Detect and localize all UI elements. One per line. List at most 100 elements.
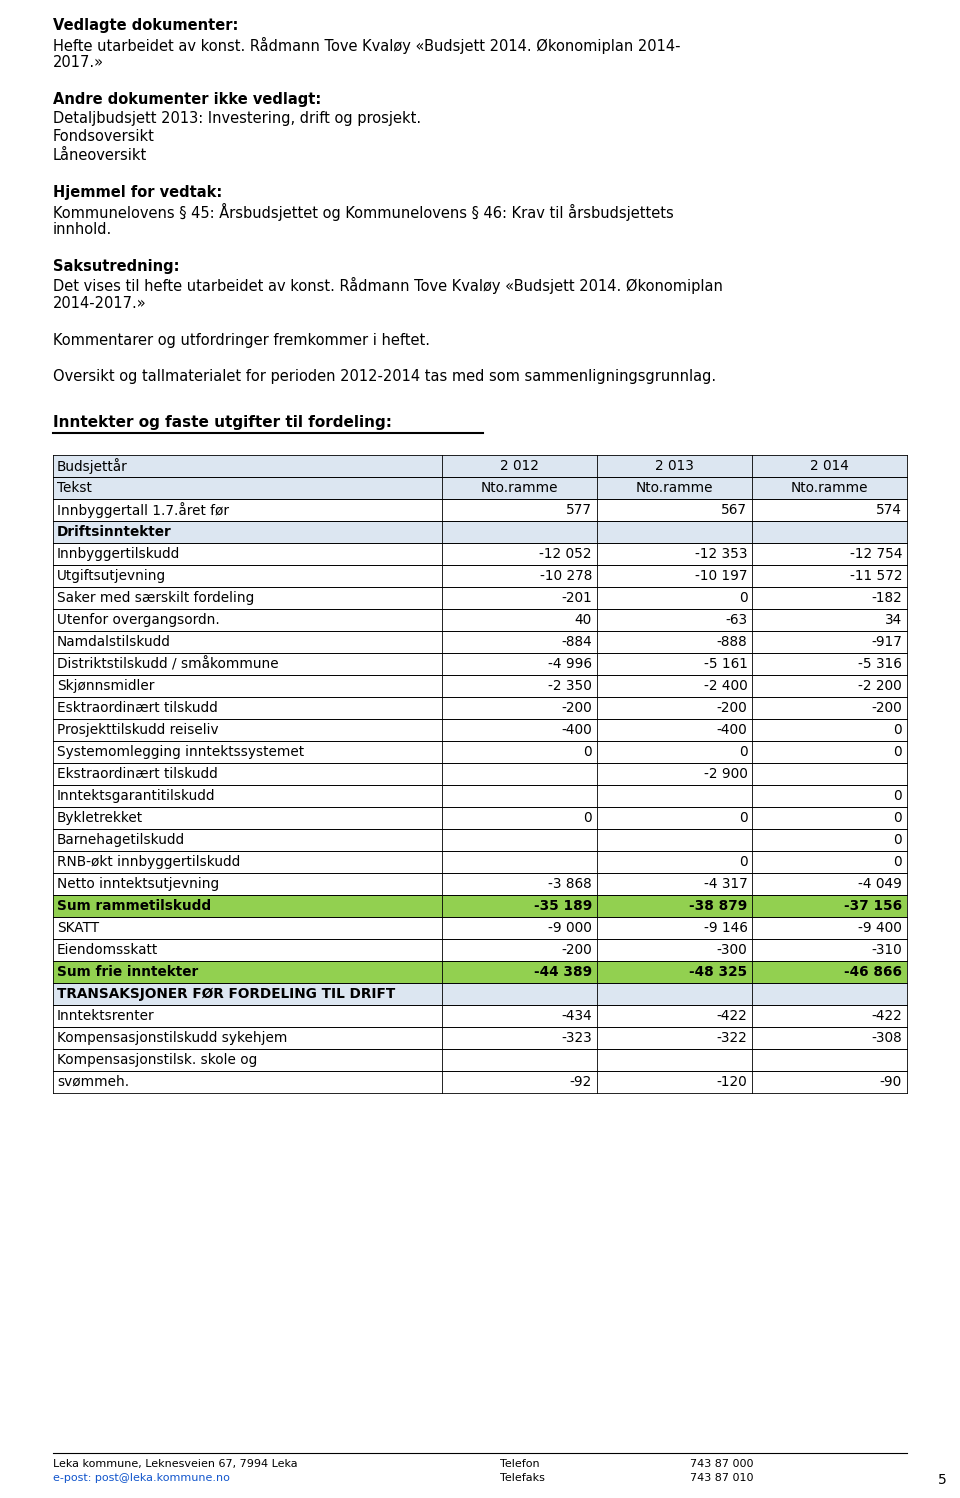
Text: -300: -300 bbox=[717, 944, 748, 957]
Text: Kompensasjonstilsk. skole og: Kompensasjonstilsk. skole og bbox=[57, 1053, 257, 1067]
Text: 0: 0 bbox=[739, 810, 748, 825]
Bar bbox=[53, 565, 907, 587]
Text: 0: 0 bbox=[894, 833, 902, 846]
Text: -44 389: -44 389 bbox=[534, 965, 592, 980]
Text: Andre dokumenter ikke vedlagt:: Andre dokumenter ikke vedlagt: bbox=[53, 91, 322, 106]
Text: -37 156: -37 156 bbox=[844, 899, 902, 912]
Text: SKATT: SKATT bbox=[57, 921, 99, 935]
Text: 0: 0 bbox=[739, 855, 748, 869]
Text: -200: -200 bbox=[872, 701, 902, 715]
Bar bbox=[53, 1005, 907, 1028]
Bar bbox=[53, 499, 907, 521]
Bar bbox=[53, 1028, 907, 1049]
Text: -38 879: -38 879 bbox=[689, 899, 748, 912]
Text: Leka kommune, Leknesveien 67, 7994 Leka: Leka kommune, Leknesveien 67, 7994 Leka bbox=[53, 1459, 298, 1470]
Text: innhold.: innhold. bbox=[53, 222, 112, 237]
Text: -182: -182 bbox=[872, 592, 902, 605]
Text: -201: -201 bbox=[562, 592, 592, 605]
Bar bbox=[53, 962, 907, 983]
Text: -10 197: -10 197 bbox=[695, 569, 748, 583]
Text: 2 014: 2 014 bbox=[810, 458, 850, 473]
Text: Inntektsgarantitilskudd: Inntektsgarantitilskudd bbox=[57, 789, 215, 803]
Text: -310: -310 bbox=[872, 944, 902, 957]
Bar bbox=[53, 762, 907, 785]
Text: Fondsoversikt: Fondsoversikt bbox=[53, 129, 155, 144]
Bar bbox=[53, 983, 907, 1005]
Text: Tekst: Tekst bbox=[57, 481, 92, 494]
Text: 5: 5 bbox=[938, 1473, 947, 1488]
Text: Innbyggertilskudd: Innbyggertilskudd bbox=[57, 547, 180, 560]
Text: 0: 0 bbox=[894, 810, 902, 825]
Text: -422: -422 bbox=[717, 1010, 748, 1023]
Text: 577: 577 bbox=[566, 503, 592, 517]
Text: Detaljbudsjett 2013: Investering, drift og prosjekt.: Detaljbudsjett 2013: Investering, drift … bbox=[53, 111, 421, 126]
Text: Hjemmel for vedtak:: Hjemmel for vedtak: bbox=[53, 184, 223, 199]
Text: -323: -323 bbox=[562, 1031, 592, 1046]
Text: 743 87 000: 743 87 000 bbox=[690, 1459, 754, 1470]
Text: Utenfor overgangsordn.: Utenfor overgangsordn. bbox=[57, 613, 220, 628]
Text: Det vises til hefte utarbeidet av konst. Rådmann Tove Kvaløy «Budsjett 2014. Øko: Det vises til hefte utarbeidet av konst.… bbox=[53, 277, 723, 294]
Text: 0: 0 bbox=[739, 745, 748, 759]
Text: Innbyggertall 1.7.året før: Innbyggertall 1.7.året før bbox=[57, 502, 229, 518]
Text: -11 572: -11 572 bbox=[850, 569, 902, 583]
Text: 2 013: 2 013 bbox=[656, 458, 694, 473]
Bar bbox=[53, 476, 907, 499]
Text: -200: -200 bbox=[717, 701, 748, 715]
Text: RNB-økt innbyggertilskudd: RNB-økt innbyggertilskudd bbox=[57, 855, 240, 869]
Text: Sum rammetilskudd: Sum rammetilskudd bbox=[57, 899, 211, 912]
Bar bbox=[53, 894, 907, 917]
Text: svømmeh.: svømmeh. bbox=[57, 1076, 130, 1089]
Bar bbox=[53, 1049, 907, 1071]
Bar bbox=[53, 631, 907, 653]
Text: -4 049: -4 049 bbox=[858, 876, 902, 891]
Bar bbox=[53, 697, 907, 719]
Bar bbox=[53, 455, 907, 476]
Text: 0: 0 bbox=[894, 789, 902, 803]
Bar bbox=[53, 610, 907, 631]
Text: -2 350: -2 350 bbox=[548, 679, 592, 694]
Bar bbox=[53, 521, 907, 542]
Text: -5 316: -5 316 bbox=[858, 658, 902, 671]
Text: -308: -308 bbox=[872, 1031, 902, 1046]
Text: Vedlagte dokumenter:: Vedlagte dokumenter: bbox=[53, 18, 238, 33]
Text: Telefaks: Telefaks bbox=[500, 1473, 545, 1483]
Text: -434: -434 bbox=[562, 1010, 592, 1023]
Text: 743 87 010: 743 87 010 bbox=[690, 1473, 754, 1483]
Text: 0: 0 bbox=[584, 810, 592, 825]
Bar bbox=[53, 653, 907, 676]
Text: Esktraordinært tilskudd: Esktraordinært tilskudd bbox=[57, 701, 218, 715]
Text: 40: 40 bbox=[575, 613, 592, 628]
Text: -46 866: -46 866 bbox=[844, 965, 902, 980]
Text: 34: 34 bbox=[885, 613, 902, 628]
Text: 0: 0 bbox=[584, 745, 592, 759]
Text: 0: 0 bbox=[894, 855, 902, 869]
Text: e-post: post@leka.kommune.no: e-post: post@leka.kommune.no bbox=[53, 1473, 229, 1483]
Text: -9 146: -9 146 bbox=[704, 921, 748, 935]
Text: Kommentarer og utfordringer fremkommer i heftet.: Kommentarer og utfordringer fremkommer i… bbox=[53, 333, 430, 348]
Bar bbox=[53, 828, 907, 851]
Text: Kommunelovens § 45: Årsbudsjettet og Kommunelovens § 46: Krav til årsbudsjettets: Kommunelovens § 45: Årsbudsjettet og Kom… bbox=[53, 204, 674, 222]
Text: -63: -63 bbox=[726, 613, 748, 628]
Bar bbox=[53, 587, 907, 610]
Text: Kompensasjonstilskudd sykehjem: Kompensasjonstilskudd sykehjem bbox=[57, 1031, 287, 1046]
Text: -9 000: -9 000 bbox=[548, 921, 592, 935]
Text: -48 325: -48 325 bbox=[689, 965, 748, 980]
Text: Driftsinntekter: Driftsinntekter bbox=[57, 524, 172, 539]
Text: Bykletrekket: Bykletrekket bbox=[57, 810, 143, 825]
Text: Inntekter og faste utgifter til fordeling:: Inntekter og faste utgifter til fordelin… bbox=[53, 415, 392, 430]
Text: -2 200: -2 200 bbox=[858, 679, 902, 694]
Text: Systemomlegging inntektssystemet: Systemomlegging inntektssystemet bbox=[57, 745, 304, 759]
Text: -12 052: -12 052 bbox=[540, 547, 592, 560]
Bar bbox=[53, 719, 907, 742]
Text: Saksutredning:: Saksutredning: bbox=[53, 259, 180, 274]
Bar bbox=[53, 939, 907, 962]
Text: Nto.ramme: Nto.ramme bbox=[636, 481, 713, 494]
Text: Nto.ramme: Nto.ramme bbox=[791, 481, 869, 494]
Text: Telefon: Telefon bbox=[500, 1459, 540, 1470]
Text: -322: -322 bbox=[717, 1031, 748, 1046]
Bar bbox=[53, 676, 907, 697]
Text: -422: -422 bbox=[872, 1010, 902, 1023]
Text: Låneoversikt: Låneoversikt bbox=[53, 147, 147, 162]
Text: -917: -917 bbox=[871, 635, 902, 649]
Text: Inntektsrenter: Inntektsrenter bbox=[57, 1010, 155, 1023]
